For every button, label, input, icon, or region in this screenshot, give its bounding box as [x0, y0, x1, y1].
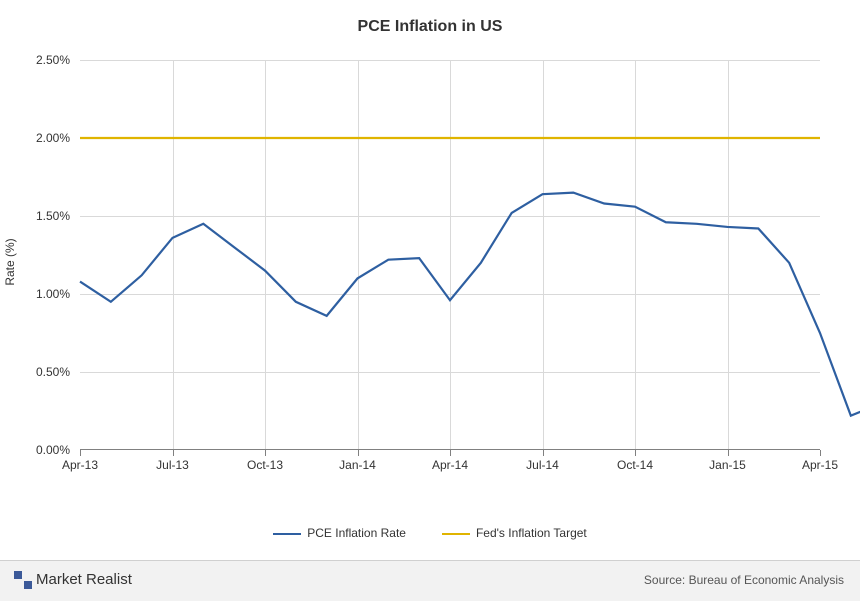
x-tick-mark	[820, 450, 821, 456]
legend-label: PCE Inflation Rate	[307, 526, 406, 540]
x-tick-label: Apr-15	[802, 458, 838, 472]
x-tick-mark	[635, 450, 636, 456]
x-axis: Apr-13Jul-13Oct-13Jan-14Apr-14Jul-14Oct-…	[80, 450, 820, 480]
legend-label: Fed's Inflation Target	[476, 526, 587, 540]
x-tick-mark	[80, 450, 81, 456]
x-tick-label: Jan-14	[339, 458, 376, 472]
x-tick-mark	[265, 450, 266, 456]
x-tick-mark	[358, 450, 359, 456]
x-tick-label: Jan-15	[709, 458, 746, 472]
chart-lines	[80, 60, 820, 450]
x-tick-label: Jul-13	[156, 458, 189, 472]
plot-area	[80, 60, 820, 450]
legend: PCE Inflation Rate Fed's Inflation Target	[0, 526, 860, 540]
x-tick-mark	[450, 450, 451, 456]
x-tick-label: Jul-14	[526, 458, 559, 472]
footer: Market Realist Source: Bureau of Economi…	[0, 560, 860, 601]
brand-logo-icon	[14, 571, 32, 589]
x-tick-label: Apr-14	[432, 458, 468, 472]
legend-item: PCE Inflation Rate	[273, 526, 406, 540]
x-tick-label: Oct-13	[247, 458, 283, 472]
y-tick-label: 2.50%	[36, 53, 70, 67]
brand-logo: Market Realist	[14, 571, 132, 589]
x-tick-mark	[728, 450, 729, 456]
legend-swatch	[442, 533, 470, 535]
source-attribution: Source: Bureau of Economic Analysis	[644, 573, 844, 587]
x-tick-label: Apr-13	[62, 458, 98, 472]
y-tick-label: 1.00%	[36, 287, 70, 301]
x-tick-mark	[543, 450, 544, 456]
x-tick-label: Oct-14	[617, 458, 653, 472]
legend-swatch	[273, 533, 301, 535]
brand-name: Market Realist	[36, 571, 132, 588]
x-tick-mark	[173, 450, 174, 456]
y-axis: 0.00%0.50%1.00%1.50%2.00%2.50%	[0, 60, 80, 450]
y-tick-label: 1.50%	[36, 209, 70, 223]
series-line	[80, 193, 860, 435]
chart-title: PCE Inflation in US	[0, 0, 860, 36]
y-tick-label: 2.00%	[36, 131, 70, 145]
legend-item: Fed's Inflation Target	[442, 526, 587, 540]
y-tick-label: 0.50%	[36, 365, 70, 379]
chart-container: PCE Inflation in US Rate (%) 0.00%0.50%1…	[0, 0, 860, 560]
y-tick-label: 0.00%	[36, 443, 70, 457]
